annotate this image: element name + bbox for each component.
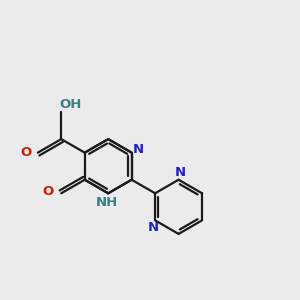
Text: O: O [43,185,54,198]
Text: O: O [21,146,32,159]
Text: N: N [148,221,159,234]
Text: OH: OH [60,98,82,111]
Text: NH: NH [96,196,118,208]
Text: N: N [175,166,186,179]
Text: N: N [133,142,144,156]
